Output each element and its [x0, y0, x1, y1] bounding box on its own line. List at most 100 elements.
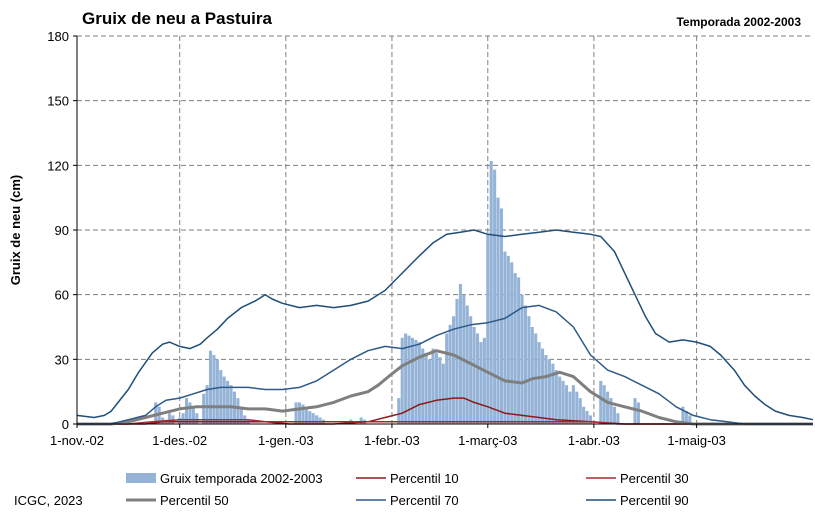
snow-bar — [506, 255, 510, 424]
snow-bar — [185, 398, 189, 424]
snow-bar — [482, 337, 486, 424]
snow-bar — [523, 305, 527, 424]
series-line-percentil-70 — [77, 304, 813, 425]
snow-bar — [568, 391, 572, 424]
snow-bar — [517, 277, 521, 424]
snow-bar — [315, 415, 319, 424]
axes — [73, 35, 813, 428]
snow-bar — [475, 333, 480, 424]
snow-bar — [404, 333, 408, 424]
snow-bar — [229, 385, 233, 424]
snow-bar — [551, 363, 555, 424]
snow-bar — [417, 342, 421, 424]
snow-bar — [520, 294, 524, 424]
snow-bar — [469, 316, 473, 424]
snow-bar — [575, 391, 579, 424]
snow-bar — [544, 355, 548, 424]
snow-depth-bars — [154, 161, 692, 424]
snow-bar — [397, 398, 401, 424]
snow-bar — [558, 376, 562, 424]
snow-bar — [239, 406, 243, 424]
snow-bar — [571, 385, 575, 424]
snow-bar — [541, 348, 545, 424]
x-tick-label: 1-gen.-03 — [258, 433, 314, 448]
snow-bar — [154, 402, 158, 424]
snow-bar — [219, 370, 223, 424]
snow-bar — [496, 197, 500, 424]
snow-bar — [400, 337, 404, 424]
snow-bar — [414, 339, 418, 424]
snow-bar — [636, 402, 640, 424]
snow-bar — [547, 359, 551, 424]
snow-bar — [633, 398, 637, 424]
x-tick-label: 1-abr.-03 — [568, 433, 620, 448]
legend-swatch-bar — [126, 473, 156, 483]
snow-bar — [308, 411, 312, 424]
snow-bar — [445, 333, 449, 424]
y-tick-label: 60 — [55, 288, 69, 303]
snow-bar — [407, 335, 411, 424]
snow-bar — [311, 413, 315, 424]
snow-bar — [448, 324, 452, 424]
snow-bar — [458, 283, 462, 424]
snow-bar — [202, 393, 206, 424]
series-line-percentil-10 — [77, 397, 813, 425]
snow-bar — [582, 406, 586, 424]
snow-bar — [441, 363, 445, 424]
snow-bar — [486, 234, 490, 424]
snow-bar — [561, 380, 565, 424]
snow-bar — [236, 398, 240, 424]
y-tick-label: 150 — [47, 94, 69, 109]
snow-bar — [297, 402, 302, 424]
snow-bar — [472, 327, 476, 424]
snow-bar — [428, 359, 432, 424]
snow-bar — [178, 417, 182, 424]
x-tick-label: 1-febr.-03 — [364, 433, 420, 448]
snow-bar — [489, 161, 493, 424]
snow-bar — [479, 342, 483, 424]
legend-label: Percentil 10 — [390, 471, 459, 486]
snow-bar — [609, 398, 613, 424]
credit-text: ICGC, 2023 — [14, 493, 83, 508]
y-tick-label: 180 — [47, 29, 69, 44]
snow-bar — [208, 350, 213, 424]
snow-bar — [499, 208, 504, 424]
x-tick-label: 1-nov.-02 — [50, 433, 104, 448]
y-axis-label: Gruix de neu (cm) — [8, 175, 23, 286]
legend-label: Percentil 50 — [160, 493, 229, 508]
snow-bar — [599, 380, 603, 424]
snow-bar — [304, 406, 308, 424]
x-tick-label: 1-maig-03 — [667, 433, 726, 448]
snow-bar — [537, 342, 541, 424]
snow-bar — [513, 273, 517, 424]
chart-subtitle: Temporada 2002-2003 — [676, 15, 801, 29]
snow-bar — [465, 305, 469, 424]
snow-bar — [452, 316, 456, 424]
snow-bar — [585, 411, 589, 424]
y-tick-label: 0 — [62, 417, 69, 432]
snow-bar — [195, 413, 199, 424]
x-tick-labels: 1-nov.-02 1-des.-02 1-gen.-03 1-febr.-03 1-m… — [50, 433, 726, 448]
x-tick-label: 1-març-03 — [458, 433, 517, 448]
snow-bar — [222, 376, 226, 424]
snow-bar — [421, 348, 425, 424]
chart-title: Gruix de neu a Pastuira — [82, 9, 272, 28]
snow-bar — [294, 402, 298, 424]
snow-bar — [527, 316, 531, 424]
series-line-percentil-30 — [77, 418, 813, 425]
snow-bar — [554, 370, 558, 424]
snow-bar — [510, 262, 514, 424]
snow-bar — [616, 413, 620, 424]
snow-bar — [205, 385, 209, 424]
snow-bar — [688, 415, 692, 424]
snow-bar — [602, 385, 606, 424]
snow-bar — [588, 415, 593, 424]
snow-bar — [215, 359, 219, 424]
snow-bar — [684, 411, 688, 424]
snow-bar — [503, 251, 507, 424]
snow-bar — [578, 398, 582, 424]
snow-bar — [455, 298, 459, 424]
snow-bar — [681, 406, 685, 424]
legend: Gruix temporada 2002-2003 Percentil 10 Per… — [126, 471, 689, 508]
